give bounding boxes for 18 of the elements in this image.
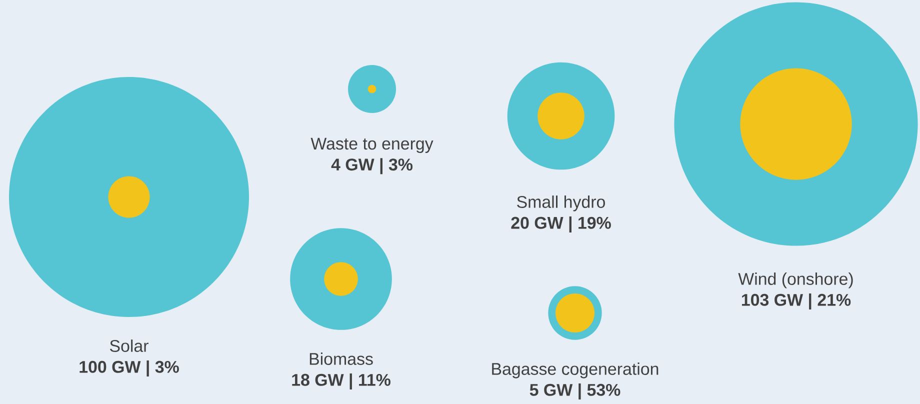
- data-label: 3%: [388, 158, 413, 171]
- category-label: Small hydro: [517, 196, 605, 212]
- data-label: 20 GW |: [511, 216, 572, 232]
- data-label: 3%: [155, 360, 179, 373]
- data-label: 4 GW |: [331, 158, 382, 174]
- data-label: 18 GW |: [292, 373, 352, 390]
- data-label: 100 GW |: [80, 360, 149, 376]
- data-label: 11%: [359, 374, 390, 386]
- data-label: 19%: [578, 216, 611, 229]
- data-label: 103 GW |: [742, 293, 812, 310]
- category-label: Waste to energy: [310, 138, 434, 153]
- category-label: Biomass: [310, 352, 373, 365]
- data-label: 5 GW |: [530, 383, 581, 400]
- data-label: 21%: [818, 294, 851, 306]
- data-label: 53%: [587, 384, 620, 396]
- category-label: Bagasse cogeneration: [492, 362, 658, 378]
- category-label: Wind (onshore): [738, 272, 853, 288]
- category-label: Solar: [110, 340, 148, 352]
